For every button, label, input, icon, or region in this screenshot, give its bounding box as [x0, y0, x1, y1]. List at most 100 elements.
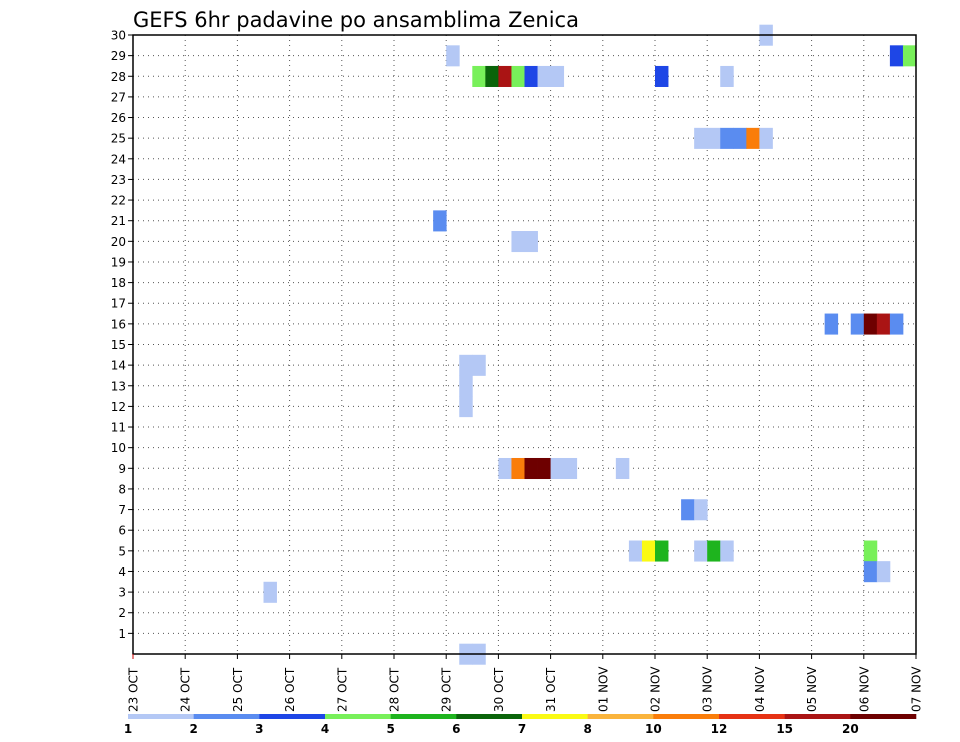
heatmap-cell [459, 396, 473, 418]
y-tick-label: 4 [118, 565, 126, 579]
y-tick-label: 29 [111, 49, 126, 63]
x-tick-label: 26 OCT [283, 667, 297, 712]
legend-label: 1 [124, 722, 132, 736]
y-tick-label: 20 [111, 235, 126, 249]
legend-label: 12 [711, 722, 728, 736]
y-tick-label: 22 [111, 194, 126, 208]
y-tick-label: 27 [111, 90, 126, 104]
x-tick-label: 27 OCT [335, 667, 349, 712]
heatmap-cell [707, 540, 721, 562]
heatmap-cell [850, 313, 865, 335]
legend-label: 6 [452, 722, 460, 736]
y-tick-label: 28 [111, 70, 126, 84]
legend-swatch [587, 714, 654, 719]
heatmap-cell [550, 457, 565, 480]
y-tick-label: 26 [111, 111, 126, 125]
heatmap-cell [707, 127, 721, 149]
heatmap-cell [655, 65, 669, 87]
heatmap-cell [472, 354, 486, 376]
heatmap-cell [876, 313, 891, 335]
y-tick-label: 14 [111, 359, 126, 373]
heatmap-cell [889, 313, 904, 335]
x-tick-label: 03 NOV [701, 666, 715, 712]
heatmap-cell [511, 65, 525, 87]
legend-label: 20 [842, 722, 859, 736]
heatmap-cell [550, 65, 565, 87]
heatmap-cells [263, 24, 917, 665]
color-legend: 1 2 3 4 5 6 7 8 10 12 15 20 [124, 714, 917, 736]
heatmap-cell [537, 65, 551, 87]
heatmap-cell [498, 65, 512, 87]
heatmap-cell [524, 457, 538, 480]
y-tick-label: 7 [118, 503, 126, 517]
y-tick-label: 3 [118, 586, 126, 600]
y-tick-label: 24 [111, 152, 126, 166]
heatmap-cell [628, 540, 643, 562]
legend-swatch [128, 714, 194, 719]
legend-swatch [193, 714, 260, 719]
y-tick-label: 30 [111, 29, 126, 43]
y-tick-label: 17 [111, 297, 126, 311]
y-tick-label: 21 [111, 214, 126, 228]
legend-label: 3 [255, 722, 263, 736]
heatmap-cell [759, 127, 773, 149]
heatmap-cell [263, 581, 277, 603]
heatmap-cell [746, 127, 760, 149]
legend-label: 7 [518, 722, 526, 736]
heatmap-cell [485, 65, 499, 87]
y-tick-label: 13 [111, 379, 126, 393]
heatmap-cell [459, 375, 473, 397]
legend-swatch [719, 714, 785, 719]
legend-swatch [784, 714, 851, 719]
legend-swatch [653, 714, 720, 719]
legend-swatch [259, 714, 326, 719]
heatmap-cell [459, 354, 473, 376]
x-tick-label: 24 OCT [179, 667, 193, 712]
chart-title: GEFS 6hr padavine po ansamblima Zenica [133, 8, 579, 32]
legend-label: 10 [645, 722, 662, 736]
grid-lines [133, 35, 916, 654]
y-tick-label: 25 [111, 132, 126, 146]
x-tick-label: 25 OCT [231, 667, 245, 712]
heatmap-cell [824, 313, 839, 335]
heatmap-cell [563, 457, 578, 480]
x-tick-label: 28 OCT [388, 667, 402, 712]
heatmap-cell [694, 540, 708, 562]
y-tick-label: 2 [118, 606, 126, 620]
legend-swatch [850, 714, 917, 719]
heatmap-cell [524, 65, 538, 87]
x-tick-label: 07 NOV [910, 666, 924, 712]
legend-swatch [456, 714, 523, 719]
heatmap-cell [511, 231, 525, 253]
x-tick-label: 30 OCT [492, 667, 506, 712]
y-axis: 1234567891011121314151617181920212223242… [111, 29, 133, 641]
heatmap-cell [524, 231, 538, 253]
y-tick-label: 11 [111, 421, 126, 435]
heatmap-cell [681, 499, 695, 521]
heatmap-cell [902, 45, 917, 67]
y-tick-label: 8 [118, 482, 126, 496]
heatmap-cell [720, 127, 734, 149]
x-tick-label: 29 OCT [440, 667, 454, 712]
x-tick-label: 05 NOV [805, 666, 819, 712]
heatmap-cell [720, 540, 734, 562]
y-tick-label: 5 [118, 544, 126, 558]
legend-label: 2 [189, 722, 197, 736]
legend-swatch [325, 714, 391, 719]
heatmap-cell [863, 540, 878, 562]
heatmap-cell [720, 65, 734, 87]
x-tick-label: 23 OCT [127, 667, 141, 712]
heatmap-cell [863, 561, 878, 583]
y-tick-label: 12 [111, 400, 126, 414]
legend-label: 4 [321, 722, 329, 736]
y-tick-label: 10 [111, 441, 126, 455]
y-tick-label: 23 [111, 173, 126, 187]
x-tick-label: 06 NOV [857, 666, 871, 712]
legend-swatch [522, 714, 588, 719]
heatmap-cell [655, 540, 669, 562]
heatmap-cell [733, 127, 747, 149]
legend-label: 5 [386, 722, 394, 736]
y-tick-label: 9 [118, 462, 126, 476]
legend-label: 8 [583, 722, 591, 736]
